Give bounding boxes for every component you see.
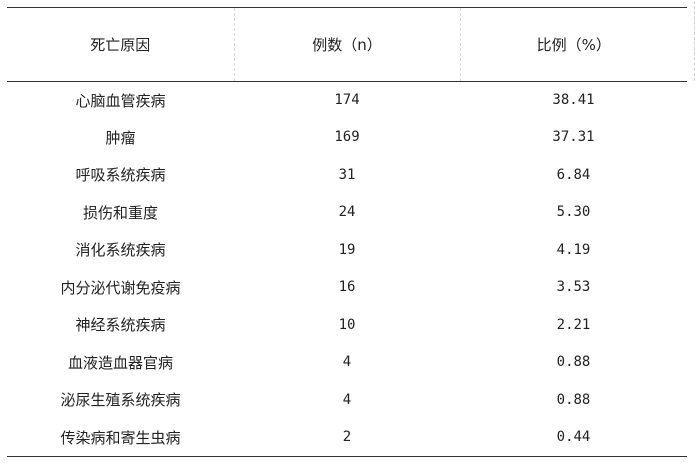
- cell-count: 19: [338, 241, 356, 258]
- cell-percent: 2.21: [556, 316, 591, 333]
- cell-cause: 心脑血管疾病: [75, 91, 166, 110]
- header-percent: 比例（%）: [460, 8, 687, 82]
- header-cause: 死亡原因: [7, 8, 235, 82]
- cell-percent: 6.84: [556, 166, 591, 183]
- table-row: 血液造血器官病 4 0.88: [7, 344, 687, 382]
- cell-cause: 泌尿生殖系统疾病: [60, 391, 181, 410]
- cell-percent: 0.44: [556, 429, 591, 446]
- cell-cause: 传染病和寄生虫病: [60, 428, 181, 447]
- cell-cause: 肿瘤: [105, 128, 136, 147]
- death-cause-table: 死亡原因 例数（n） 比例（%） 心脑血管疾病 174 38.41 肿瘤 169…: [7, 8, 687, 456]
- cell-percent: 5.30: [556, 204, 591, 221]
- table-row: 神经系统疾病 10 2.21: [7, 306, 687, 344]
- cell-percent: 3.53: [556, 279, 591, 296]
- cell-count: 31: [338, 166, 356, 183]
- cell-cause: 损伤和重度: [82, 203, 158, 222]
- cell-count: 169: [334, 129, 360, 146]
- cell-cause: 消化系统疾病: [75, 241, 166, 260]
- table-row: 心脑血管疾病 174 38.41: [7, 81, 687, 119]
- cell-cause: 血液造血器官病: [67, 353, 173, 372]
- cell-percent: 0.88: [556, 391, 591, 408]
- table-row: 损伤和重度 24 5.30: [7, 194, 687, 232]
- cell-count: 4: [342, 354, 352, 371]
- cell-count: 16: [338, 279, 356, 296]
- cell-percent: 0.88: [556, 354, 591, 371]
- table-header-row: 死亡原因 例数（n） 比例（%）: [7, 8, 687, 82]
- header-count: 例数（n）: [234, 8, 461, 82]
- cell-cause: 内分泌代谢免疫病: [60, 278, 181, 297]
- table-row: 内分泌代谢免疫病 16 3.53: [7, 269, 687, 307]
- cell-percent: 38.41: [552, 92, 595, 108]
- cell-count: 10: [338, 316, 356, 333]
- table-row: 消化系统疾病 19 4.19: [7, 231, 687, 269]
- table-row: 呼吸系统疾病 31 6.84: [7, 156, 687, 194]
- cell-count: 174: [334, 92, 360, 108]
- cell-count: 2: [342, 429, 352, 446]
- cell-percent: 4.19: [556, 241, 591, 258]
- table-row: 肿瘤 169 37.31: [7, 119, 687, 157]
- cell-cause: 呼吸系统疾病: [75, 166, 166, 185]
- table-row: 泌尿生殖系统疾病 4 0.88: [7, 381, 687, 419]
- table-row: 传染病和寄生虫病 2 0.44: [7, 419, 687, 457]
- cell-count: 4: [342, 391, 352, 408]
- cell-cause: 神经系统疾病: [75, 316, 166, 335]
- cell-count: 24: [338, 204, 356, 221]
- death-cause-table-container: 死亡原因 例数（n） 比例（%） 心脑血管疾病 174 38.41 肿瘤 169…: [7, 1, 695, 457]
- cell-percent: 37.31: [552, 129, 595, 146]
